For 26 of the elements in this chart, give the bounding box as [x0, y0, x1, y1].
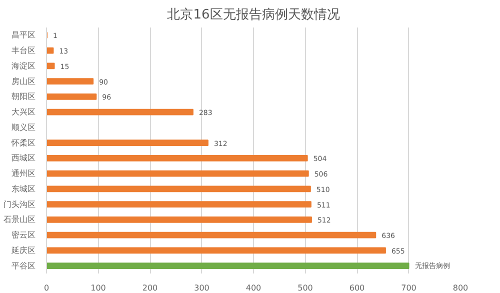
x-tick-label: 100	[90, 284, 106, 292]
y-tick-label: 顺义区	[12, 122, 36, 132]
y-tick-label: 丰台区	[12, 46, 36, 56]
y-tick-label: 昌平区	[12, 30, 36, 40]
y-tick-label: 门头沟区	[4, 200, 36, 209]
x-tick-label: 400	[246, 284, 262, 292]
x-tick-label: 0	[44, 284, 50, 292]
x-tick-label: 700	[401, 284, 416, 292]
y-tick-label: 怀柔区	[10, 138, 36, 148]
y-tick-label: 通州区	[12, 169, 36, 178]
x-tick-label: 500	[298, 284, 313, 292]
x-tick-label: 600	[349, 284, 365, 292]
chart-title: 北京16区无报告病例天数情况	[167, 8, 340, 22]
x-tick-label: 300	[194, 284, 210, 292]
y-tick-label: 西城区	[12, 154, 36, 163]
y-tick-label: 海淀区	[12, 61, 36, 70]
y-tick-label: 东城区	[12, 184, 36, 194]
y-tick-label: 平谷区	[12, 261, 36, 270]
y-tick-label: 密云区	[12, 230, 36, 240]
y-tick-label: 延庆区	[10, 246, 36, 255]
y-tick-label: 石景山区	[4, 215, 36, 224]
x-tick-label: 200	[142, 284, 158, 292]
y-tick-label: 大兴区	[12, 108, 36, 117]
y-tick-label: 朝阳区	[12, 92, 36, 102]
y-tick-label: 房山区	[12, 76, 36, 86]
x-tick-label: 800	[452, 284, 468, 292]
